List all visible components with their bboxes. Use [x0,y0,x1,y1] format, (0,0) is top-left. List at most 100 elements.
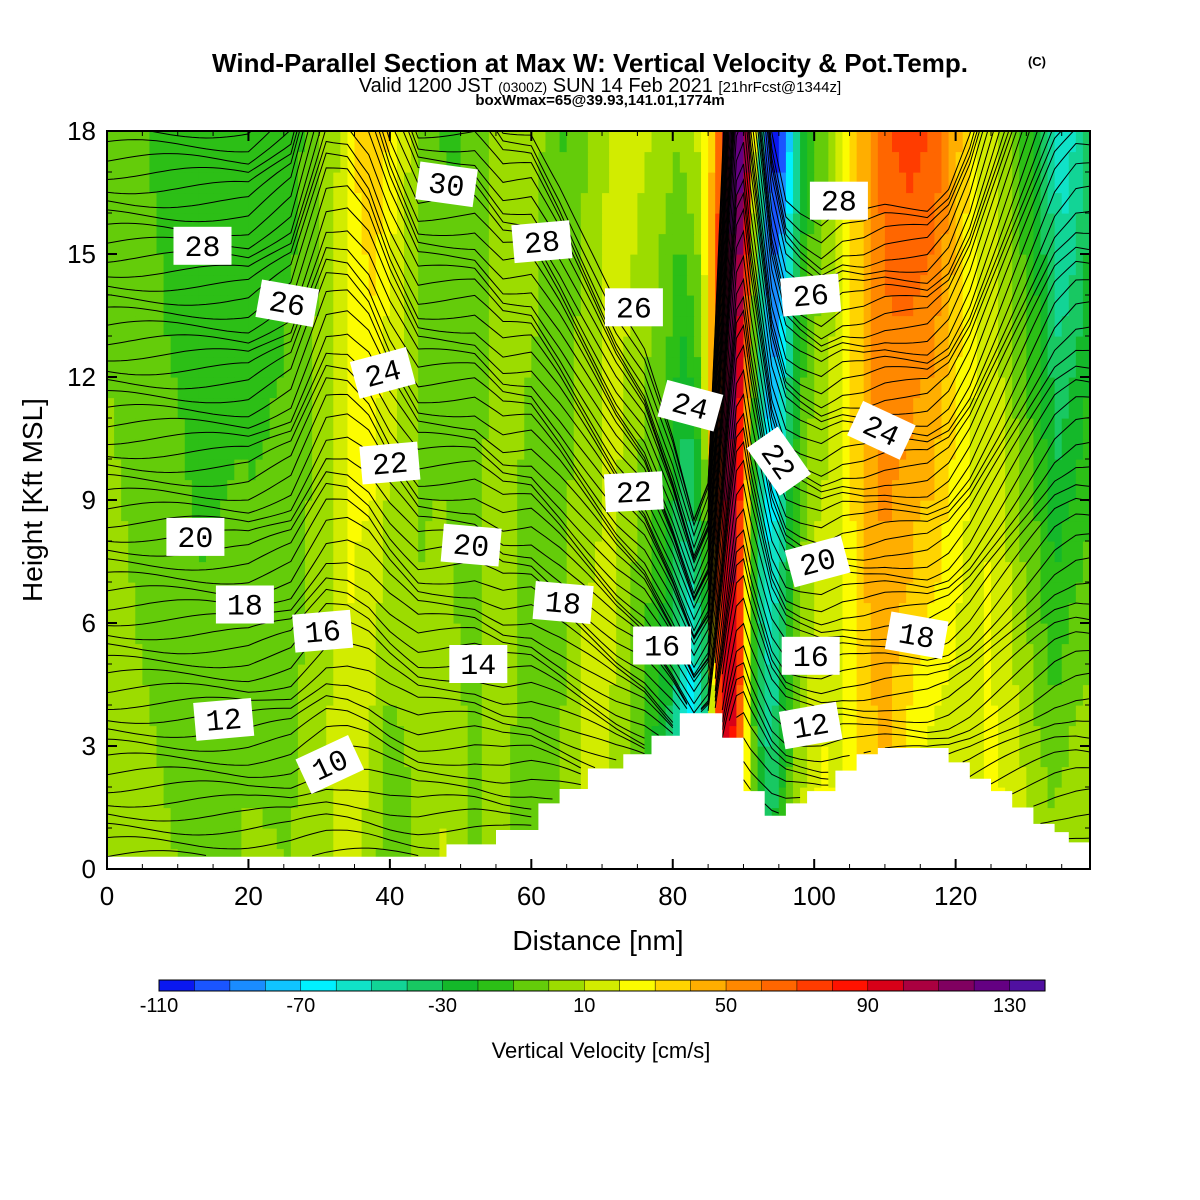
velocity-cell [863,479,872,501]
velocity-cell [587,397,596,419]
velocity-cell [163,766,172,788]
velocity-cell [389,828,398,850]
velocity-cell [340,295,349,317]
velocity-cell [121,274,129,296]
velocity-cell [580,254,589,276]
velocity-cell [814,684,822,706]
velocity-cell [891,315,900,337]
velocity-cell [262,336,271,358]
velocity-cell [262,151,271,173]
velocity-cell [552,397,561,419]
velocity-cell [672,254,681,276]
velocity-cell [276,131,285,153]
velocity-cell [517,192,525,214]
velocity-cell [128,541,136,563]
velocity-cell [559,725,568,747]
velocity-cell [545,192,554,214]
velocity-cell [234,664,242,686]
velocity-cell [863,377,872,399]
velocity-cell [170,377,179,399]
velocity-cell [488,192,497,214]
velocity-cell [927,213,936,235]
velocity-cell [863,500,872,522]
velocity-cell [1026,192,1035,214]
velocity-cell [269,500,278,522]
velocity-cell [1082,520,1090,542]
velocity-cell [354,664,363,686]
velocity-cell [220,807,228,829]
velocity-cell [962,725,971,747]
velocity-cell [1068,274,1077,296]
velocity-cell [149,397,158,419]
velocity-cell [651,705,660,727]
velocity-cell [460,725,469,747]
velocity-cell [149,705,158,727]
velocity-cell [983,582,992,604]
velocity-cell [955,274,964,296]
velocity-cell [651,602,660,624]
velocity-cell [156,746,165,768]
velocity-cell [594,377,603,399]
velocity-cell [262,500,271,522]
velocity-cell [375,725,384,747]
velocity-cell [319,131,327,153]
velocity-cell [220,828,228,850]
velocity-cell [297,336,306,358]
velocity-cell [630,233,638,255]
velocity-cell [467,233,476,255]
velocity-cell [432,356,440,378]
velocity-cell [191,356,200,378]
velocity-cell [609,192,617,214]
velocity-cell [354,541,363,563]
velocity-cell [297,766,306,788]
velocity-cell [1012,377,1020,399]
velocity-cell [686,602,695,624]
velocity-cell [693,233,702,255]
velocity-cell [297,541,306,563]
velocity-cell [743,623,752,645]
velocity-cell [241,520,250,542]
velocity-cell [630,561,638,583]
velocity-cell [785,315,794,337]
velocity-cell [446,787,455,809]
velocity-cell [708,192,716,214]
velocity-cell [248,356,257,378]
velocity-cell [206,459,214,481]
velocity-cell [453,254,462,276]
velocity-cell [418,602,426,624]
velocity-cell [870,213,879,235]
velocity-cell [1061,766,1070,788]
velocity-cell [389,582,398,604]
velocity-cell [757,356,766,378]
velocity-cell [269,172,278,194]
velocity-cell [220,643,228,665]
velocity-cell [828,500,837,522]
velocity-cell [941,582,950,604]
velocity-cell [552,356,561,378]
velocity-cell [920,397,928,419]
velocity-cell [305,582,313,604]
velocity-cell [573,746,582,768]
velocity-cell [347,520,356,542]
velocity-cell [156,807,165,829]
velocity-cell [411,766,419,788]
velocity-cell [545,725,554,747]
velocity-cell [432,131,440,153]
velocity-cell [835,274,844,296]
velocity-cell [474,438,483,460]
velocity-cell [835,479,844,501]
velocity-cell [396,520,405,542]
velocity-cell [1068,500,1077,522]
velocity-cell [213,684,221,706]
velocity-cell [807,746,815,768]
velocity-cell [757,643,766,665]
velocity-cell [998,561,1006,583]
velocity-cell [1061,397,1070,419]
velocity-cell [156,684,165,706]
velocity-cell [269,766,278,788]
chart-title-mark: (C) [1028,54,1046,69]
velocity-cell [792,746,801,768]
velocity-cell [870,254,879,276]
velocity-cell [1068,643,1077,665]
velocity-cell [425,746,433,768]
